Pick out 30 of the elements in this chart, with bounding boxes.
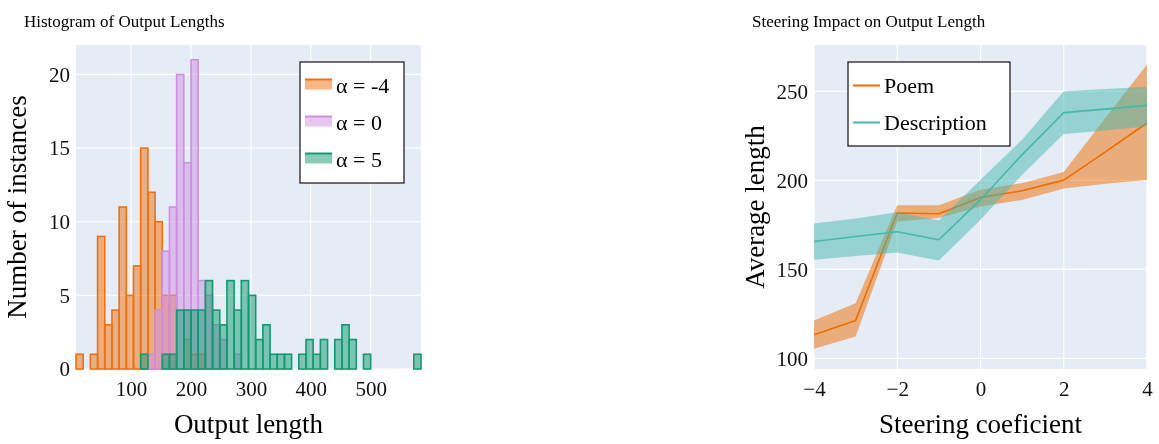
y-axis-title: Average length — [740, 124, 770, 289]
y-tick-label: 200 — [776, 168, 808, 193]
x-tick-label: 300 — [235, 376, 268, 401]
x-tick-label: 400 — [295, 376, 328, 401]
x-axis-title: Steering coeficient — [878, 409, 1083, 439]
y-axis-title: Number of instances — [2, 95, 32, 319]
x-tick-label: 100 — [115, 376, 148, 401]
legend-label: α = 0 — [336, 110, 382, 136]
legend-label: α = 5 — [336, 147, 382, 173]
x-tick-label: 200 — [175, 376, 208, 401]
y-tick-label: 5 — [59, 283, 70, 308]
chart-title: Histogram of Output Lengths — [24, 12, 225, 31]
x-tick-label: 0 — [975, 376, 987, 401]
y-tick-label: 20 — [49, 62, 70, 87]
legend-label: α = -4 — [336, 73, 390, 99]
x-tick-label: 500 — [355, 376, 387, 401]
y-tick-label: 100 — [776, 346, 808, 371]
chart-title: Steering Impact on Output Length — [752, 12, 986, 31]
y-tick-label: 150 — [776, 257, 808, 282]
y-tick-label: 250 — [776, 79, 808, 104]
x-tick-label: −4 — [803, 376, 827, 401]
legend-label: Poem — [884, 73, 935, 99]
x-tick-label: 2 — [1059, 376, 1070, 401]
legend-label: Description — [884, 110, 987, 136]
x-tick-label: −2 — [886, 376, 909, 401]
y-tick-label: 0 — [59, 357, 70, 382]
x-tick-label: 4 — [1142, 376, 1154, 401]
y-tick-label: 15 — [49, 136, 70, 161]
y-tick-label: 10 — [49, 209, 70, 234]
x-axis-title: Output length — [173, 409, 324, 439]
